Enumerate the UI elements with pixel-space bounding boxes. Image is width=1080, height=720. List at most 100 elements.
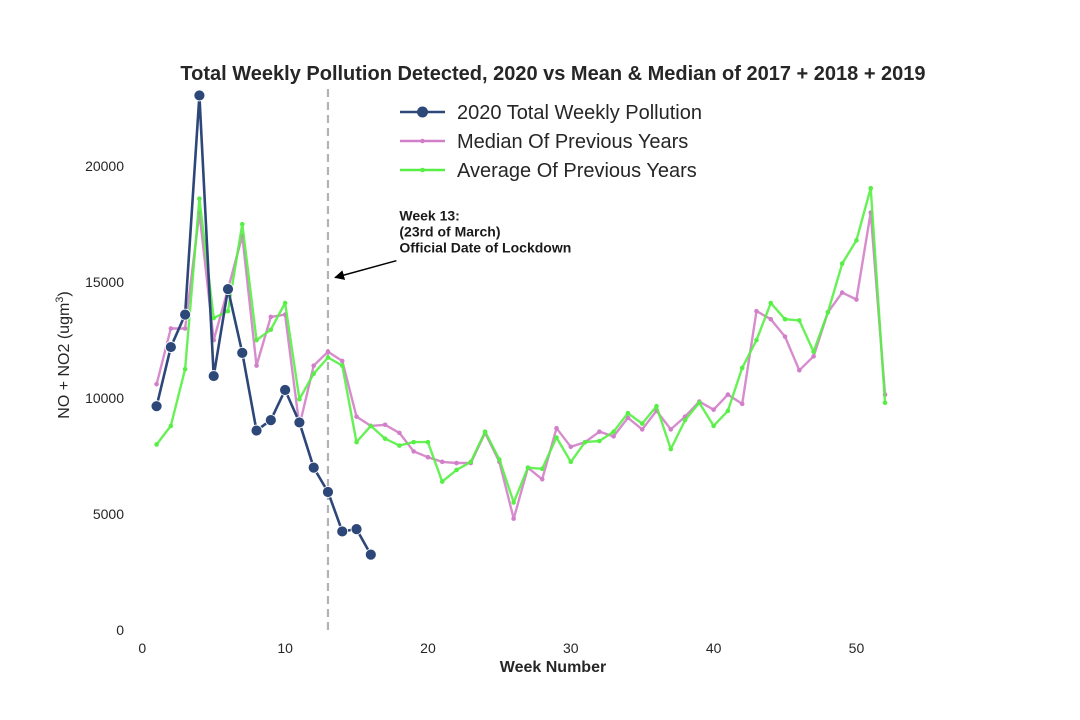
average-of-previous-years-point	[511, 500, 516, 505]
2020-total-weekly-pollution-point	[364, 548, 377, 561]
y-tick-label: 5000	[93, 506, 124, 522]
average-of-previous-years-point	[582, 439, 588, 445]
2020-total-weekly-pollution-point	[179, 308, 192, 321]
average-of-previous-years-point	[411, 439, 416, 445]
2020-total-weekly-pollution-point	[264, 414, 277, 427]
average-of-previous-years-point	[368, 423, 374, 429]
average-of-previous-years-point	[468, 459, 474, 465]
average-of-previous-years-point	[725, 408, 731, 414]
average-of-previous-years-point	[639, 421, 645, 426]
median-of-previous-years-point	[511, 516, 516, 521]
average-of-previous-years-point	[211, 315, 216, 321]
x-tick-label: 0	[138, 640, 146, 656]
median-of-previous-years-point	[382, 422, 388, 428]
median-of-previous-years-point	[639, 427, 645, 432]
average-of-previous-years-point	[497, 457, 502, 462]
annotation-arrow	[334, 259, 397, 280]
x-axis-ticks: 0 10 20 30 40 50	[138, 640, 864, 656]
median-of-previous-years-point	[597, 429, 602, 435]
y-axis-ticks: 0 5000 10000 15000 20000	[85, 158, 124, 638]
median-of-previous-years-point	[182, 326, 188, 331]
2020-total-weekly-pollution-point	[236, 346, 249, 359]
average-of-previous-years-point	[839, 261, 845, 266]
annotation-text-line: (23rd of March)	[399, 224, 500, 240]
median-of-previous-years-point	[454, 460, 459, 466]
average-of-previous-years-point	[311, 371, 316, 377]
average-of-previous-years-point	[354, 439, 359, 445]
average-of-previous-years-point	[239, 221, 245, 227]
average-of-previous-years-point	[525, 465, 531, 470]
average-of-previous-years-point	[682, 417, 688, 423]
average-of-previous-years-point	[425, 439, 431, 445]
2020-total-weekly-pollution-point	[279, 384, 292, 396]
2020-total-weekly-pollution-point	[336, 525, 349, 538]
median-of-previous-years-point	[739, 401, 745, 407]
2020-total-weekly-pollution-point	[150, 400, 163, 413]
median-of-previous-years-point	[711, 407, 716, 412]
median-of-previous-years-point	[311, 363, 316, 368]
average-of-previous-years-point	[282, 300, 288, 306]
2020-total-weekly-pollution-line	[155, 94, 372, 556]
average-of-previous-years-point	[697, 400, 702, 406]
legend-marker-average-of-previous-years	[420, 167, 425, 173]
median-of-previous-years-point	[725, 392, 731, 397]
legend: 2020 Total Weekly Pollution Median Of Pre…	[400, 102, 702, 182]
2020-total-weekly-pollution-point	[350, 523, 363, 536]
average-of-previous-years-point	[382, 436, 388, 441]
2020-total-weekly-pollution-point	[322, 486, 334, 498]
average-of-previous-years-point	[868, 185, 874, 191]
median-of-previous-years-point	[539, 476, 545, 482]
plot-area	[150, 85, 888, 630]
average-of-previous-years-point	[854, 238, 859, 243]
average-of-previous-years-point	[611, 429, 616, 435]
median-of-previous-years-point	[854, 297, 859, 302]
median-of-previous-years-point	[554, 425, 559, 431]
average-of-previous-years-point	[539, 466, 545, 472]
average-of-previous-years-point	[882, 400, 888, 406]
average-of-previous-years-point	[325, 355, 331, 360]
legend-label-2020-total-weekly-pollution: 2020 Total Weekly Pollution	[457, 102, 702, 124]
median-of-previous-years-point	[568, 444, 574, 450]
median-of-previous-years-point	[411, 449, 416, 454]
median-of-previous-years-point	[811, 354, 816, 359]
median-of-previous-years-point	[168, 326, 174, 331]
average-of-previous-years-point	[739, 365, 745, 371]
average-of-previous-years-point	[225, 308, 231, 314]
legend-marker-median-of-previous-years	[420, 138, 425, 144]
y-axis-label-close: )	[56, 291, 73, 296]
x-tick-label: 20	[420, 640, 436, 656]
legend-label-median-of-previous-years: Median Of Previous Years	[457, 131, 688, 153]
median-of-previous-years-point	[339, 358, 345, 364]
average-of-previous-years-point	[297, 396, 302, 402]
average-of-previous-years-point	[825, 309, 831, 315]
x-tick-label: 50	[849, 640, 865, 656]
average-of-previous-years-point	[668, 446, 674, 452]
median-of-previous-years-point	[797, 367, 802, 373]
x-tick-label: 10	[277, 640, 293, 656]
2020-total-weekly-pollution-point	[193, 89, 206, 102]
average-of-previous-years-point	[439, 479, 445, 484]
x-tick-label: 40	[706, 640, 722, 656]
y-axis-label-superscript: 3	[54, 297, 66, 303]
average-of-previous-years-point	[811, 349, 816, 355]
average-of-previous-years-point	[654, 403, 659, 409]
2020-total-weekly-pollution-point	[207, 370, 220, 382]
median-of-previous-years-point	[768, 316, 774, 322]
2020-total-weekly-pollution-point	[222, 283, 234, 295]
average-of-previous-years-line	[155, 186, 887, 504]
y-axis-label-text: NO + NO2 (ugm	[56, 303, 73, 419]
average-of-previous-years-point	[597, 438, 602, 444]
average-of-previous-years-point	[339, 363, 345, 368]
x-axis-label: Week Number	[500, 659, 606, 676]
2020-total-weekly-pollution-point	[293, 416, 306, 429]
median-of-previous-years-point	[754, 308, 759, 314]
y-tick-label: 20000	[85, 158, 124, 174]
median-of-previous-years-point	[254, 363, 259, 368]
median-of-previous-years-point	[839, 290, 845, 295]
x-tick-label: 30	[563, 640, 579, 656]
2020-total-weekly-pollution-point	[307, 461, 320, 474]
average-of-previous-years-point	[168, 423, 174, 429]
median-of-previous-years-point	[397, 430, 402, 436]
2020-total-weekly-pollution-point	[164, 341, 177, 353]
average-of-previous-years-point	[568, 459, 574, 465]
